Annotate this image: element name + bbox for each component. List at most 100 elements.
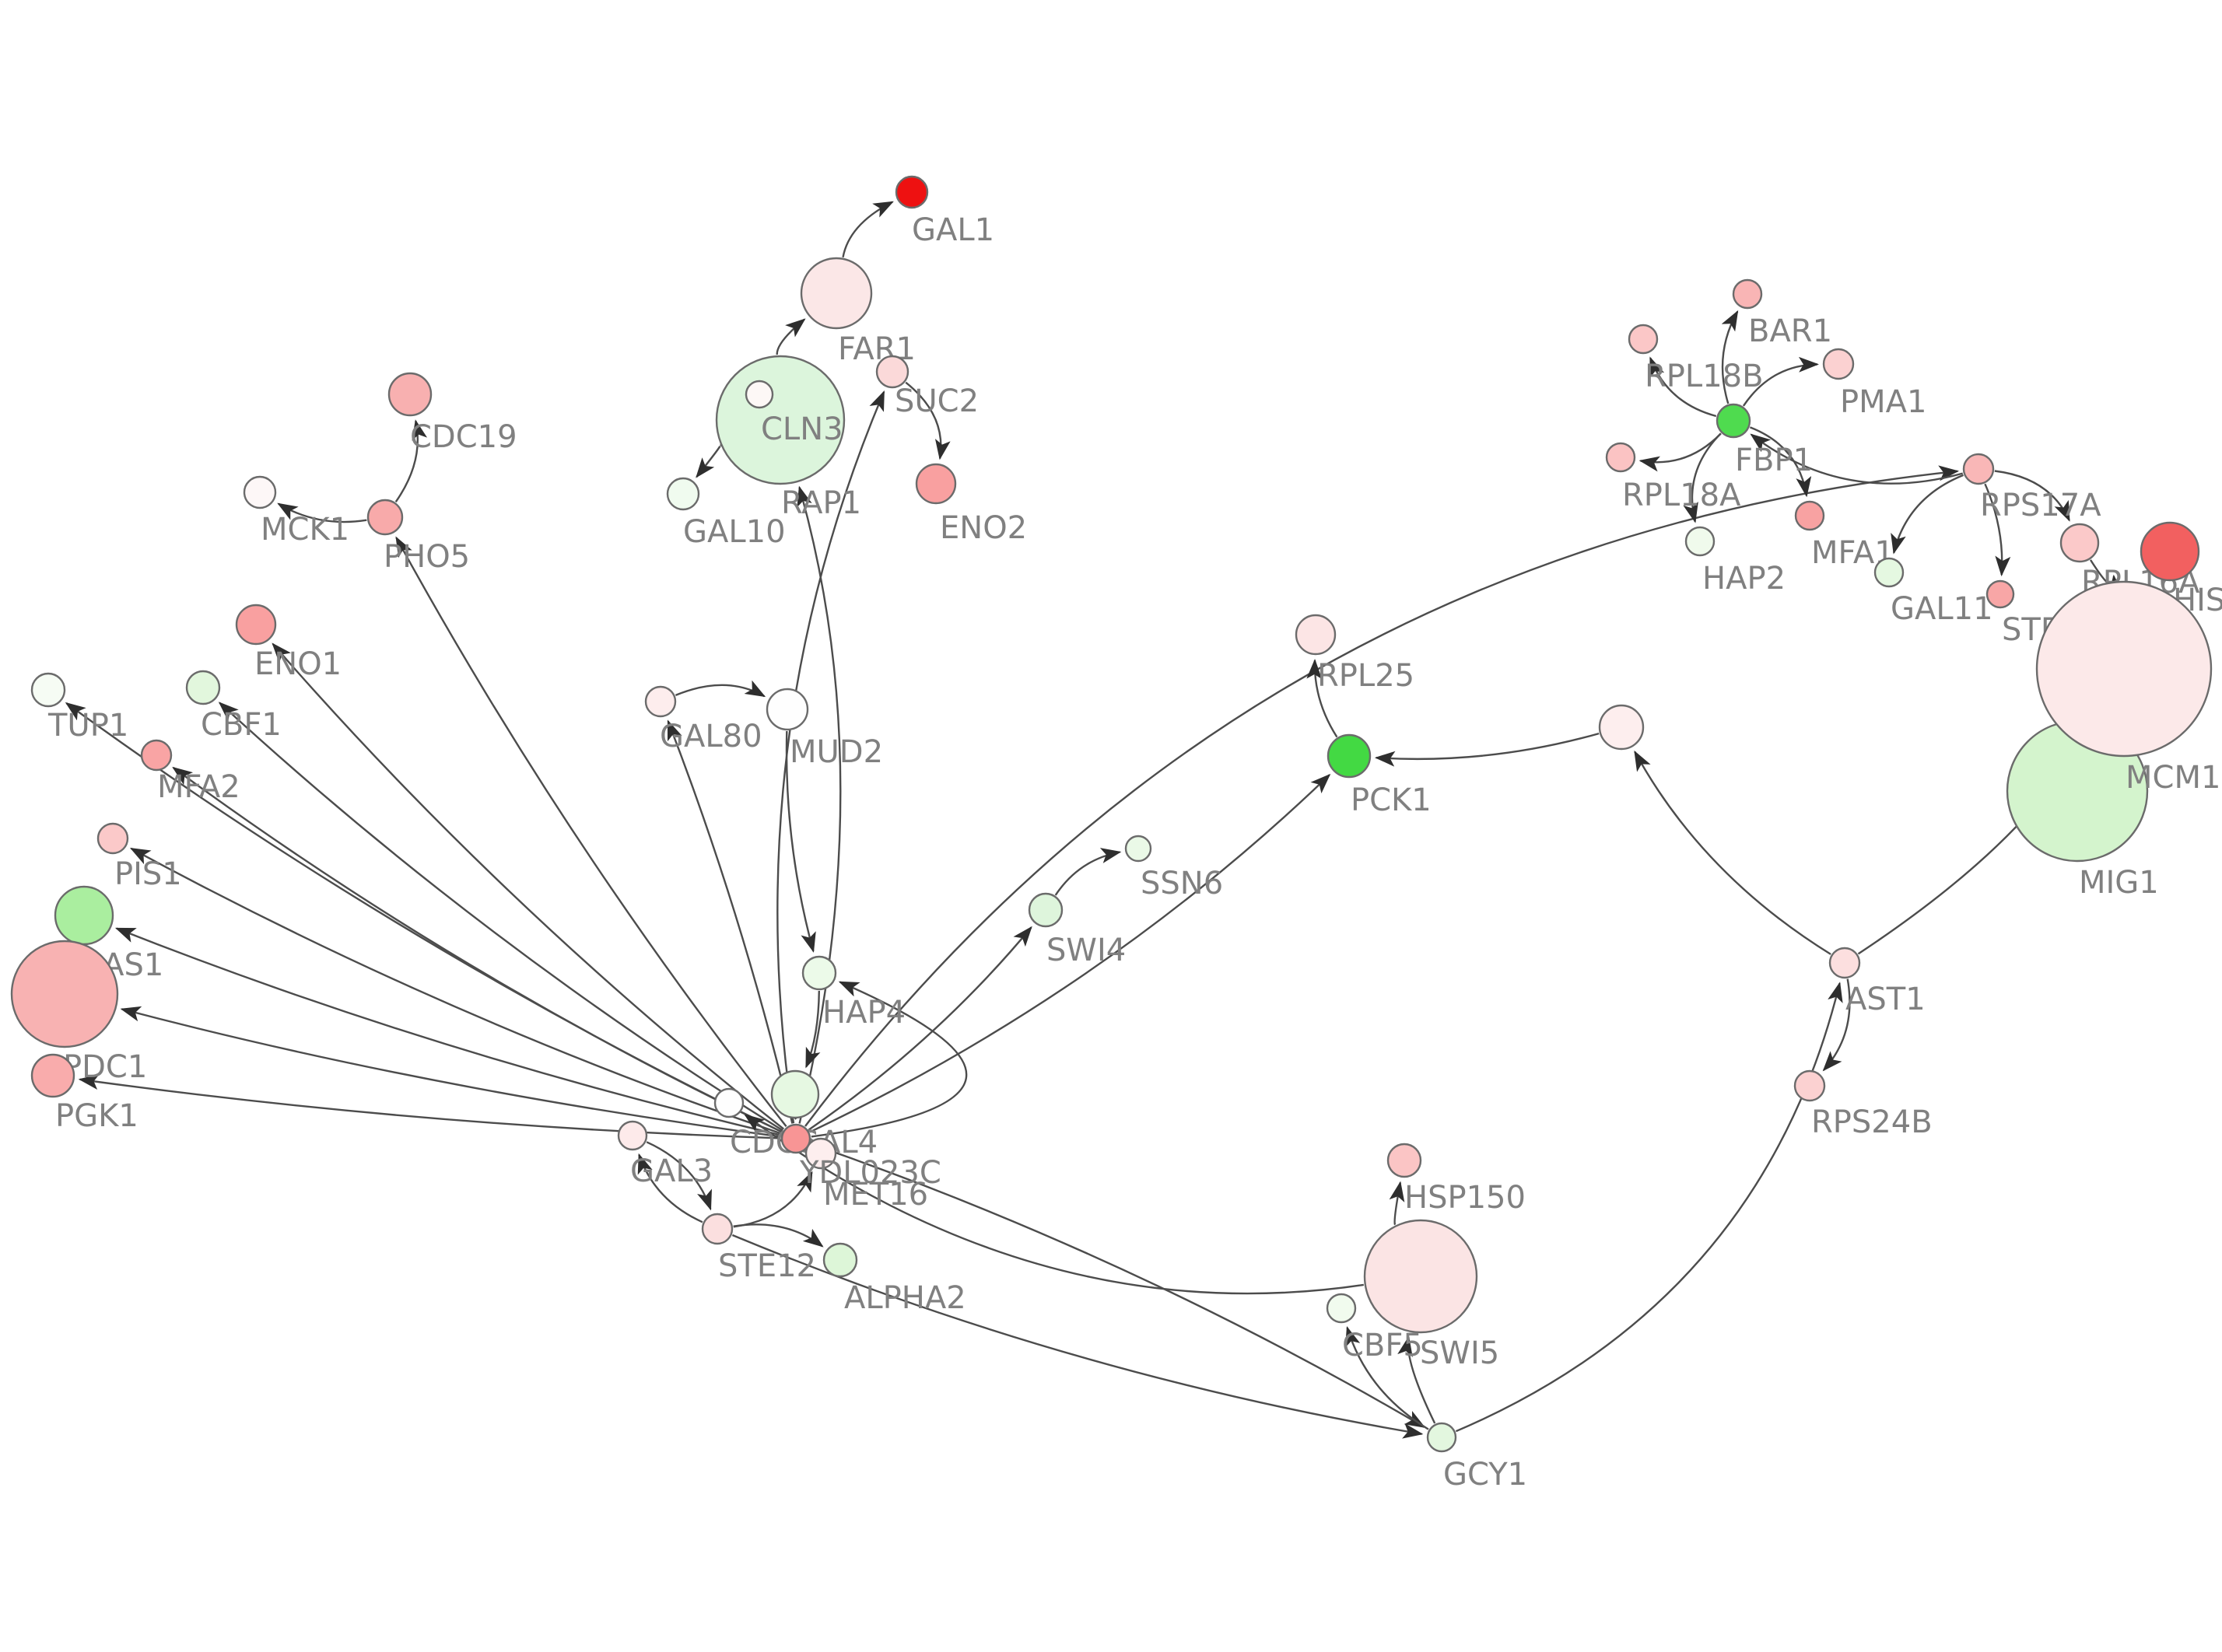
node-circle-GAL80[interactable] [644, 685, 677, 718]
edge-FBP1-MFA1[interactable] [1749, 426, 1812, 498]
edge-FBP1-BAR1[interactable] [1721, 310, 1739, 404]
edge-CLN3-FAR1[interactable] [776, 318, 806, 355]
edge-GCY1-SWI5[interactable] [1397, 1335, 1436, 1424]
node-circle-HIS4[interactable] [2140, 521, 2200, 582]
node-circle-ALPHA2[interactable] [822, 1242, 858, 1278]
edge-MUD2-HAP4[interactable] [785, 730, 816, 953]
node-PCK1: PCK1 [1327, 733, 1432, 818]
edge-HAP4-GAL4[interactable] [805, 990, 821, 1069]
edge-YDL023C-MFA2[interactable] [172, 766, 783, 1133]
node-circle-MCM1[interactable] [2035, 580, 2213, 758]
edge-SWI5-CDC6[interactable] [744, 1114, 1364, 1295]
edge-YDL023C-HAP4[interactable] [811, 981, 968, 1138]
node-circle-TUP1[interactable] [30, 672, 66, 708]
edge-YDL023C-PCK1[interactable] [809, 773, 1331, 1133]
edge-PCK1-RPL25[interactable] [1306, 659, 1338, 738]
edge-RPS17A-GAL11[interactable] [1891, 474, 1964, 555]
edge-CLN3-GAL10[interactable] [696, 444, 721, 478]
node-circle-MFA2[interactable] [140, 739, 173, 772]
node-circle-CDC6[interactable] [713, 1087, 745, 1118]
edge-AST1-orfB[interactable] [1634, 750, 1831, 955]
edge-GCY1-CBF5[interactable] [1345, 1325, 1429, 1430]
edge-orfB-PCK1[interactable] [1374, 732, 1600, 767]
edge-YDL023C-ENO1[interactable] [272, 642, 785, 1130]
node-circle-MFA1[interactable] [1794, 500, 1825, 531]
node-circle-GCY1[interactable] [1426, 1422, 1457, 1453]
edge-YDL023C-CBF1[interactable] [218, 702, 783, 1132]
edge-PHO5-CDC19[interactable] [394, 419, 428, 502]
node-circle-RPL16A[interactable] [2059, 523, 2100, 563]
edge-RPS17A-STE2[interactable] [1984, 483, 2011, 577]
node-circle-RPL25[interactable] [1295, 614, 1337, 656]
node-circle-RAS1[interactable] [54, 885, 114, 946]
edge-YDL023C-PGK1[interactable] [78, 1074, 781, 1139]
edge-FBP1-HAP2[interactable] [1683, 432, 1722, 523]
node-circle-CBF5[interactable] [1326, 1293, 1357, 1324]
edge-GAL3-STE12[interactable] [646, 1141, 712, 1211]
node-circle-HAP2[interactable] [1684, 526, 1716, 557]
node-circle-GAL1[interactable] [895, 175, 929, 209]
node-circle-RPS17A[interactable] [1962, 453, 1995, 485]
node-circle-GAL11[interactable] [1873, 557, 1905, 588]
node-circle-MET16[interactable] [804, 1137, 837, 1170]
node-circle-GAL3[interactable] [617, 1120, 648, 1151]
edge-SUC2-ENO2[interactable] [905, 381, 951, 460]
node-circle-RPS24B[interactable] [1793, 1069, 1826, 1102]
edge-YDL023C-PDC1[interactable] [120, 1006, 781, 1138]
node-circle-MCK1[interactable] [243, 475, 277, 509]
edge-YDL023C-PHO5[interactable] [395, 536, 787, 1128]
edge-YDL023C-CLN3[interactable] [797, 485, 842, 1124]
edge-FBP1-RPL18B[interactable] [1649, 356, 1717, 418]
node-circle-GAL10[interactable] [666, 477, 700, 511]
node-circle-ENO1[interactable] [235, 604, 277, 646]
edge-FAR1-GAL1[interactable] [842, 201, 894, 258]
node-circle-CDC19[interactable] [387, 372, 433, 417]
edge-PHO5-MCK1[interactable] [277, 502, 367, 523]
node-circle-SWI4[interactable] [1028, 892, 1064, 928]
node-circle-MUD2[interactable] [766, 688, 809, 731]
node-circle-HSP150[interactable] [1386, 1143, 1422, 1178]
node-circle-SUC2[interactable] [875, 355, 909, 389]
node-circle-CBF1[interactable] [185, 670, 221, 705]
node-circle-RPL18A[interactable] [1605, 442, 1636, 473]
node-circle-SSN6[interactable] [1124, 835, 1152, 863]
node-circle-STE12[interactable] [701, 1213, 734, 1245]
node-circle-SWI5[interactable] [1363, 1219, 1478, 1334]
node-circle-PHO5[interactable] [366, 499, 404, 536]
edge-AST1-RPS24B[interactable] [1822, 978, 1851, 1072]
node-circle-FAR1[interactable] [800, 257, 873, 330]
node-circle-BAR1[interactable] [1732, 278, 1763, 310]
node-circle-HAP4[interactable] [801, 955, 837, 991]
node-circle-orfB[interactable] [1598, 704, 1645, 751]
edge-YDL023C-PIS1[interactable] [129, 847, 782, 1135]
node-circle-PCK1[interactable] [1327, 733, 1372, 779]
node-circle-orfA[interactable] [745, 380, 774, 409]
edge-YDL023C-GCY1[interactable] [810, 1143, 1426, 1428]
edge-STE12-GAL3[interactable] [637, 1153, 703, 1223]
edge-SWI4-SSN6[interactable] [1054, 848, 1122, 896]
edge-RPS17A-FBP1[interactable] [1750, 433, 1964, 485]
node-circle-YDL023C[interactable] [780, 1123, 811, 1154]
node-label-PHO5: PHO5 [384, 539, 470, 575]
node-circle-GAL4[interactable] [770, 1069, 820, 1119]
edge-SWI5-HSP150[interactable] [1389, 1181, 1405, 1226]
node-circle-AST1[interactable] [1828, 947, 1861, 979]
node-circle-FBP1[interactable] [1716, 403, 1751, 439]
edge-YDL023C-RAS1[interactable] [114, 927, 781, 1136]
node-circle-RPL18B[interactable] [1628, 324, 1659, 355]
edge-YDL023C-SWI4[interactable] [808, 926, 1032, 1131]
edge-YDL023C-GAL80[interactable] [667, 719, 794, 1124]
node-circle-PMA1[interactable] [1822, 348, 1855, 380]
node-circle-STE2[interactable] [1985, 579, 2015, 609]
node-circle-PGK1[interactable] [30, 1053, 75, 1098]
node-circle-PIS1[interactable] [96, 822, 129, 855]
edge-RPS17A-RPL16A[interactable] [1994, 470, 2070, 522]
node-circle-PDC1[interactable] [10, 940, 119, 1048]
node-MET16: MET16 [804, 1137, 928, 1213]
edge-GAL80-MUD2[interactable] [675, 680, 766, 698]
edge-STE12-ALPHA2[interactable] [733, 1223, 824, 1248]
edge-FBP1-PMA1[interactable] [1742, 356, 1819, 407]
node-circle-ENO2[interactable] [915, 463, 957, 505]
